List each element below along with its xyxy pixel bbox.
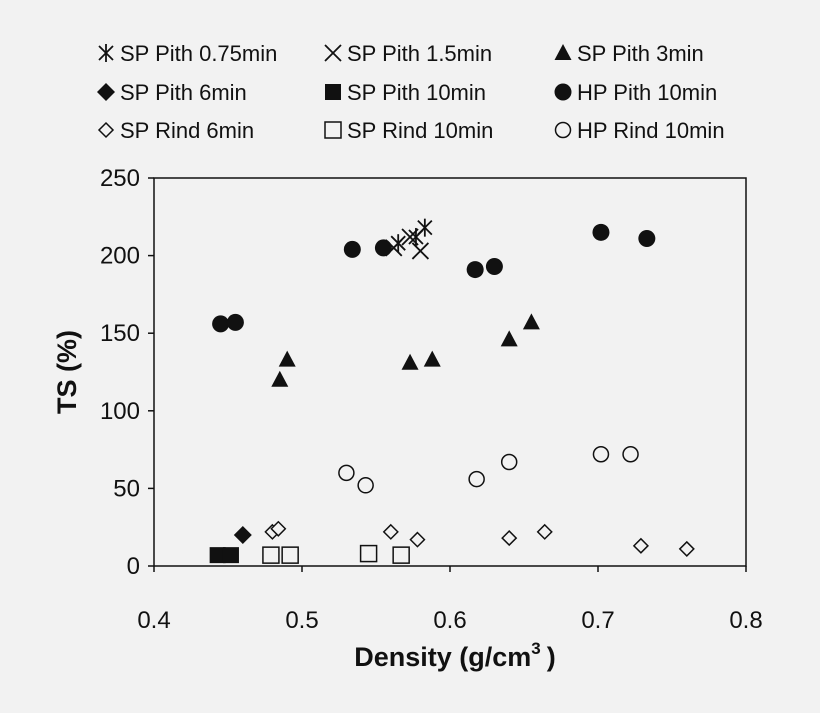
- data-point-sp-rind-6min: [501, 530, 518, 547]
- data-point-sp-rind-10min: [392, 546, 410, 564]
- data-point-sp-pith-3min: [423, 350, 441, 367]
- legend-marker-sp-pith-1-5min: [324, 44, 342, 62]
- data-point-sp-rind-10min: [359, 544, 378, 563]
- x-axis-title-suffix: ): [547, 642, 556, 672]
- y-tick-label: 0: [127, 553, 140, 580]
- data-point-sp-rind-6min: [678, 540, 695, 557]
- data-point-sp-pith-1-5min: [411, 242, 430, 260]
- data-point-sp-pith-3min: [401, 353, 419, 370]
- data-point-hp-pith-10min: [466, 261, 484, 279]
- data-point-hp-pith-10min: [638, 230, 656, 248]
- data-point-sp-pith-3min: [278, 350, 296, 367]
- x-tick-label: 0.4: [137, 607, 170, 634]
- data-point-hp-rind-10min: [592, 446, 610, 463]
- data-point-sp-rind-6min: [270, 520, 287, 537]
- data-point-sp-rind-6min: [382, 523, 399, 540]
- legend-marker-sp-rind-6min: [97, 121, 115, 139]
- y-tick-label: 200: [100, 243, 140, 270]
- data-point-hp-pith-10min: [374, 239, 392, 257]
- x-axis-title: Density (g/cm3): [354, 639, 556, 672]
- legend-label: SP Pith 10min: [347, 80, 486, 105]
- plot-area: [153, 177, 747, 567]
- data-point-hp-pith-10min: [212, 315, 230, 333]
- y-axis-title: TS (%): [52, 330, 82, 414]
- data-point-sp-rind-6min: [632, 537, 649, 554]
- data-point-hp-pith-10min: [226, 313, 244, 331]
- data-point-sp-pith-0-75min: [417, 218, 433, 237]
- x-axis-title-superscript: 3: [531, 639, 540, 658]
- legend-label: SP Pith 3min: [577, 41, 704, 66]
- data-point-sp-rind-6min: [536, 523, 553, 540]
- y-tick-label: 50: [113, 475, 140, 502]
- legend-label: SP Pith 6min: [120, 80, 247, 105]
- data-point-hp-pith-10min: [485, 257, 503, 275]
- data-point-sp-pith-3min: [500, 330, 518, 347]
- legend-label: SP Rind 6min: [120, 118, 254, 143]
- legend-item-hp-rind-10min: HP Rind 10min: [554, 118, 725, 143]
- legend-marker-sp-pith-0-75min: [98, 44, 114, 62]
- legend-item-sp-pith-6min: SP Pith 6min: [97, 80, 247, 105]
- y-tick-label: 250: [100, 165, 140, 192]
- legend-marker-sp-pith-10min: [325, 84, 341, 100]
- data-point-hp-rind-10min: [338, 464, 355, 482]
- data-point-hp-rind-10min: [622, 446, 639, 463]
- x-tick-label: 0.5: [285, 607, 318, 634]
- legend-label: HP Rind 10min: [577, 118, 725, 143]
- legend-label: HP Pith 10min: [577, 80, 717, 105]
- legend-label: SP Pith 1.5min: [347, 41, 492, 66]
- legend-item-sp-rind-10min: SP Rind 10min: [324, 118, 493, 143]
- x-tick-label: 0.7: [581, 607, 614, 634]
- data-point-sp-pith-10min: [222, 547, 239, 564]
- legend-marker-sp-rind-10min: [324, 121, 342, 139]
- legend-label: SP Pith 0.75min: [120, 41, 277, 66]
- y-axis: 0 50 100 150 200 250: [100, 165, 154, 580]
- x-axis-title-main: Density (g/cm: [354, 642, 531, 672]
- legend-item-sp-pith-10min: SP Pith 10min: [325, 80, 486, 105]
- y-tick-label: 150: [100, 320, 140, 347]
- data-point-sp-rind-6min: [409, 531, 426, 548]
- y-tick-label: 100: [100, 398, 140, 425]
- legend-marker-sp-pith-3min: [554, 44, 572, 60]
- data-point-hp-rind-10min: [500, 453, 518, 471]
- legend-item-sp-rind-6min: SP Rind 6min: [97, 118, 254, 143]
- legend-marker-hp-rind-10min: [554, 121, 572, 139]
- data-point-sp-pith-10min: [209, 547, 226, 564]
- legend-item-sp-pith-3min: SP Pith 3min: [554, 41, 704, 66]
- legend: SP Pith 0.75min SP Pith 1.5min SP Pith 3mi…: [97, 41, 725, 143]
- data-points: [209, 218, 695, 564]
- legend-item-sp-pith-1-5min: SP Pith 1.5min: [324, 41, 492, 66]
- x-tick-label: 0.8: [729, 607, 762, 634]
- legend-item-sp-pith-0-75min: SP Pith 0.75min: [98, 41, 277, 66]
- x-axis: 0.4 0.5 0.6 0.7 0.8: [137, 566, 763, 634]
- data-point-hp-rind-10min: [357, 477, 374, 494]
- legend-marker-sp-pith-6min: [97, 83, 115, 101]
- data-point-hp-rind-10min: [468, 470, 485, 488]
- data-point-hp-pith-10min: [592, 223, 610, 241]
- data-point-sp-pith-1-5min: [401, 228, 419, 246]
- data-point-sp-rind-10min: [262, 546, 280, 564]
- legend-marker-hp-pith-10min: [554, 83, 572, 101]
- legend-label: SP Rind 10min: [347, 118, 493, 143]
- x-tick-label: 0.6: [433, 607, 466, 634]
- data-point-sp-pith-6min: [233, 525, 252, 544]
- data-point-hp-pith-10min: [343, 240, 361, 258]
- data-point-sp-pith-3min: [522, 313, 540, 330]
- data-point-sp-rind-10min: [281, 546, 299, 564]
- data-point-sp-pith-3min: [271, 370, 289, 387]
- legend-item-hp-pith-10min: HP Pith 10min: [554, 80, 717, 105]
